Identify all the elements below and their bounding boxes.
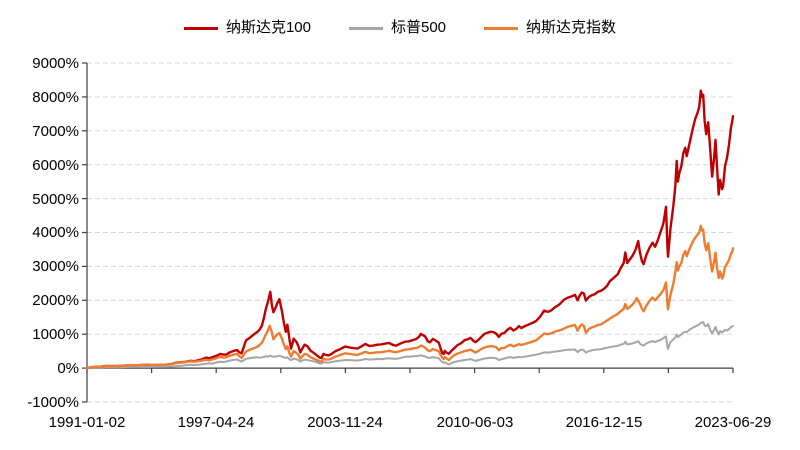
x-axis-labels: 1991-01-02 1997-04-24 2003-11-24 2010-06… [49,414,772,431]
x-tick-label: 2016-12-15 [566,414,643,431]
legend-label-nasdaq100: 纳斯达克100 [225,19,311,36]
chart-legend: 纳斯达克100 标普500 纳斯达克指数 [0,19,800,37]
y-tick-label: -1000% [27,394,79,411]
y-tick-label: 2000% [32,292,79,309]
y-tick-label: 5000% [32,191,79,208]
x-tick-label: 1997-04-24 [178,414,255,431]
legend-item-nasdaq-composite[interactable]: 纳斯达克指数 [484,19,616,37]
series-lines [85,89,735,370]
legend-item-nasdaq100[interactable]: 纳斯达克100 [183,19,311,37]
y-tick-label: 7000% [32,123,79,140]
sp500-line-swatch [348,26,383,30]
y-tick-label: 9000% [32,55,79,72]
y-tick-label: 8000% [32,89,79,106]
nasdaq100-line-swatch [183,26,218,30]
y-tick-label: 6000% [32,157,79,174]
x-tick-label: 2010-06-03 [437,414,514,431]
x-tick-label: 2023-06-29 [695,414,772,431]
legend-label-nasdaq-composite: 纳斯达克指数 [526,19,617,36]
x-tick-label: 1991-01-02 [49,414,126,431]
legend-item-sp500[interactable]: 标普500 [348,19,447,37]
y-tick-label: 3000% [32,258,79,275]
gridlines [87,62,733,403]
y-axis-labels: 9000% 8000% 7000% 6000% 5000% 4000% 3000… [27,55,79,411]
y-tick-label: 0% [57,360,79,377]
legend-label-sp500: 标普500 [390,19,447,36]
x-tick-label: 2003-11-24 [307,414,383,431]
nasdaq-composite-line-swatch [484,26,519,30]
y-tick-label: 1000% [32,326,79,343]
y-tick-label: 4000% [32,224,79,241]
